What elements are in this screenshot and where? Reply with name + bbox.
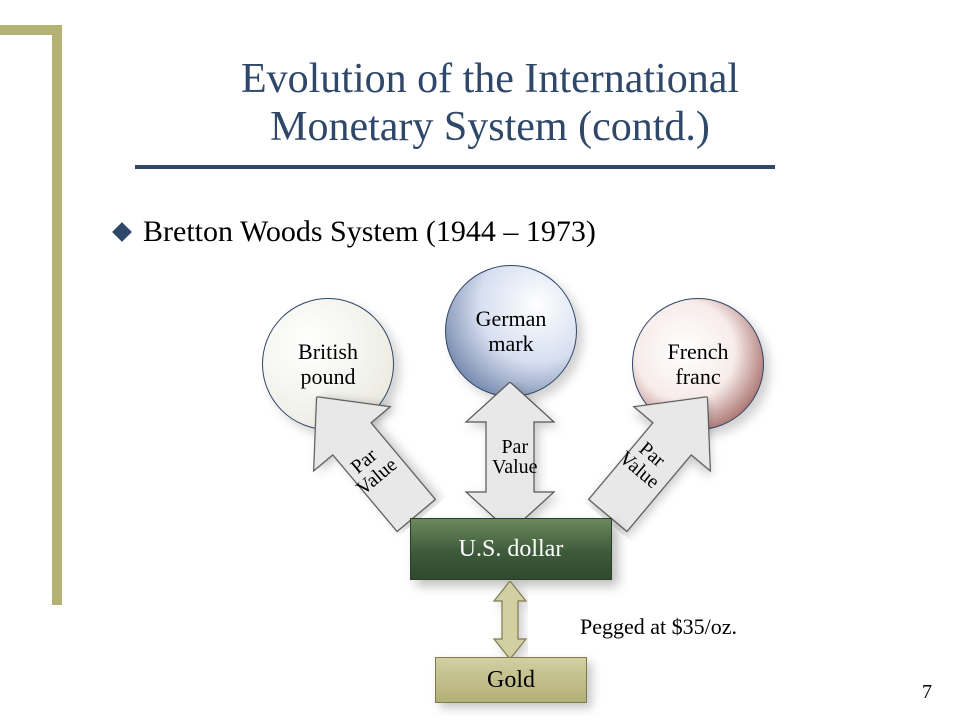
slide: Evolution of the International Monetary …: [0, 0, 960, 720]
node-label: French: [667, 339, 728, 364]
arrow-label: Value: [615, 447, 664, 493]
bretton-woods-diagram: British pound German mark French franc P…: [0, 0, 960, 720]
arrow-label: Par: [347, 444, 382, 478]
node-gold: Gold: [435, 657, 587, 703]
arrow-label: Par: [501, 436, 528, 458]
node-label: mark: [488, 331, 533, 356]
arrow-label: Value: [352, 454, 401, 500]
page-number: 7: [922, 681, 932, 704]
node-us-dollar: U.S. dollar: [410, 518, 612, 580]
node-british-pound: British pound: [262, 298, 394, 430]
node-german-mark: German mark: [445, 265, 577, 397]
arrow-usd-gold: [492, 581, 528, 659]
node-label: pound: [301, 364, 356, 389]
node-french-franc: French franc: [632, 298, 764, 430]
arrow-label: Value: [492, 456, 538, 478]
peg-label: Pegged at $35/oz.: [580, 614, 737, 640]
node-label: German: [476, 306, 547, 331]
node-label: British: [298, 339, 358, 364]
arrow-label: Par: [635, 438, 670, 472]
node-label: franc: [675, 364, 720, 389]
arrow-par-value-center: Par Value: [452, 382, 568, 532]
node-label: Gold: [487, 667, 535, 694]
node-label: U.S. dollar: [459, 536, 564, 563]
